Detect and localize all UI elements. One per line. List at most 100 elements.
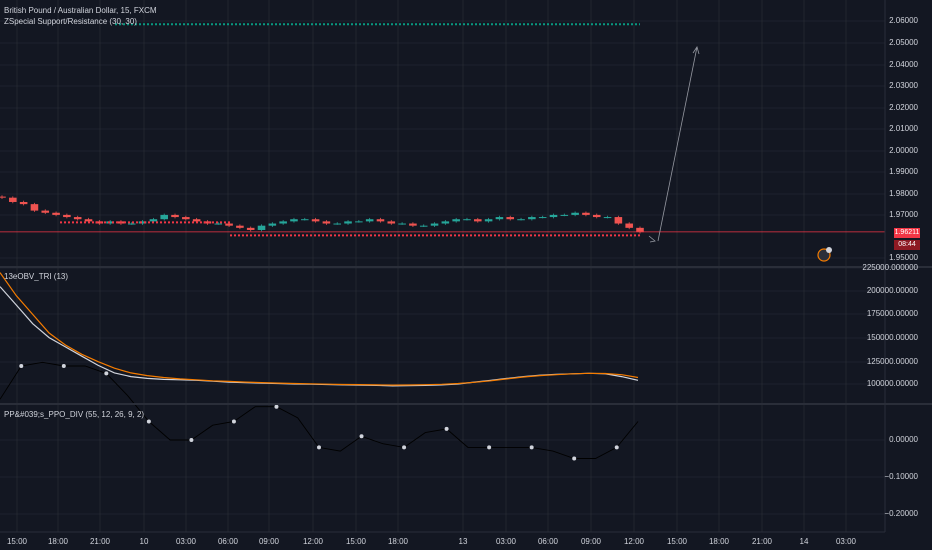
candle-body (452, 219, 460, 222)
candle-body (0, 196, 6, 198)
trend-arrow-head (692, 46, 700, 55)
price-tick-label: 2.01000 (889, 124, 918, 133)
candle-body (300, 219, 309, 221)
candle-body (528, 217, 536, 220)
candle-body (160, 214, 168, 220)
symbol-title[interactable]: British Pound / Australian Dollar, 15, F… (4, 6, 157, 15)
candle-body (322, 221, 331, 224)
candle-body (30, 204, 39, 211)
ppo-tick-label: 0.00000 (889, 435, 918, 444)
ppo-tick-label: −0.10000 (884, 472, 918, 481)
ppo-divergence-dot (487, 445, 492, 450)
candle-body (246, 227, 255, 230)
candle-body (311, 219, 320, 222)
time-tick-label: 12:00 (623, 537, 645, 546)
ppo-tick-label: −0.20000 (884, 509, 918, 518)
candle-body (365, 219, 374, 222)
candle-body (538, 217, 547, 219)
time-tick-label: 06:00 (217, 537, 239, 546)
candle-body (560, 214, 569, 216)
ppo-pane[interactable] (0, 361, 639, 461)
ppo-divergence-dot (402, 445, 407, 450)
time-tick-label: 18:00 (708, 537, 730, 546)
price-tick-label: 2.02000 (889, 103, 918, 112)
candle-body (474, 219, 482, 222)
down-arrow-head (648, 235, 656, 243)
ppo-divergence-dot (104, 371, 109, 376)
time-tick-label: 18:00 (47, 537, 69, 546)
time-tick-label: 15:00 (6, 537, 28, 546)
ppo-divergence-dot (19, 364, 24, 368)
candle-body (171, 214, 179, 218)
candle-body (344, 221, 352, 224)
ppo-divergence-dot (317, 445, 321, 450)
candle-body (376, 219, 385, 222)
candle-body (9, 197, 17, 202)
ppo-indicator-label[interactable]: PP&#039;s_PPO_DIV (55, 12, 26, 9, 2) (4, 410, 145, 419)
time-tick-label: 21:00 (89, 537, 111, 546)
ppo-divergence-dot (189, 438, 194, 442)
obv-tick-label: 225000.000000 (862, 263, 918, 272)
candle-body (441, 221, 450, 224)
candle-body (19, 201, 28, 205)
price-tick-label: 2.05000 (889, 38, 918, 47)
candle-body (257, 225, 266, 230)
ppo-divergence-dot (359, 434, 364, 439)
candle-body (106, 221, 114, 224)
time-tick-label: 03:00 (175, 537, 197, 546)
candle-body (203, 221, 212, 224)
current-price-tag: 1.96211 (894, 228, 920, 238)
candle-body (614, 217, 623, 224)
candle-body (73, 217, 82, 220)
time-tick-label: 15:00 (666, 537, 688, 546)
countdown-tag: 08:44 (894, 240, 920, 250)
ppo-divergence-dot (614, 445, 619, 450)
time-tick-label: 18:00 (387, 537, 409, 546)
ppo-divergence-dot (146, 419, 151, 424)
obv-tick-label: 125000.00000 (866, 357, 918, 366)
candle-body (149, 219, 158, 222)
candle-body (95, 221, 104, 224)
candle-body (279, 221, 287, 224)
candle-body (268, 223, 277, 226)
candle-body (549, 214, 558, 218)
price-tick-label: 2.06000 (889, 16, 918, 25)
candle-body (603, 217, 612, 219)
candle-body (290, 219, 298, 222)
obv-indicator-label[interactable]: 13eOBV_TRI (13) (4, 272, 69, 281)
candle-body (636, 227, 644, 233)
candle-body (409, 223, 417, 226)
candle-body (192, 219, 201, 222)
candle-body (127, 223, 136, 225)
time-tick-label: 14 (799, 537, 809, 546)
obv-pane[interactable] (0, 272, 639, 387)
replay-icon[interactable] (817, 247, 832, 262)
price-tick-label: 2.00000 (889, 146, 918, 155)
price-tick-label: 1.95000 (889, 253, 918, 262)
candle-body (225, 223, 233, 226)
ppo-divergence-dot (61, 364, 66, 368)
candle-body (387, 221, 396, 224)
candle-body (52, 212, 60, 215)
ppo-divergence-dot (444, 426, 449, 431)
trend-arrow-line[interactable] (657, 46, 698, 242)
candle-body (333, 223, 342, 225)
indicator-sr-label[interactable]: ZSpecial Support/Resistance (30, 30) (4, 17, 137, 26)
price-tick-label: 1.97000 (889, 210, 918, 219)
obv-tick-label: 150000.00000 (866, 333, 918, 342)
candle-body (582, 212, 590, 215)
candle-body (84, 219, 93, 222)
candle-body (484, 219, 493, 222)
time-tick-label: 09:00 (580, 537, 602, 546)
obv-tick-label: 175000.00000 (866, 309, 918, 318)
price-tick-label: 2.04000 (889, 60, 918, 69)
obv-signal-line (0, 272, 639, 386)
candle-body (495, 217, 504, 220)
candle-body (419, 225, 428, 227)
candle-body (463, 219, 471, 221)
obv-tick-label: 100000.00000 (866, 379, 918, 388)
time-tick-label: 10 (139, 537, 149, 546)
candle-body (506, 217, 515, 220)
price-pane[interactable] (0, 23, 885, 237)
